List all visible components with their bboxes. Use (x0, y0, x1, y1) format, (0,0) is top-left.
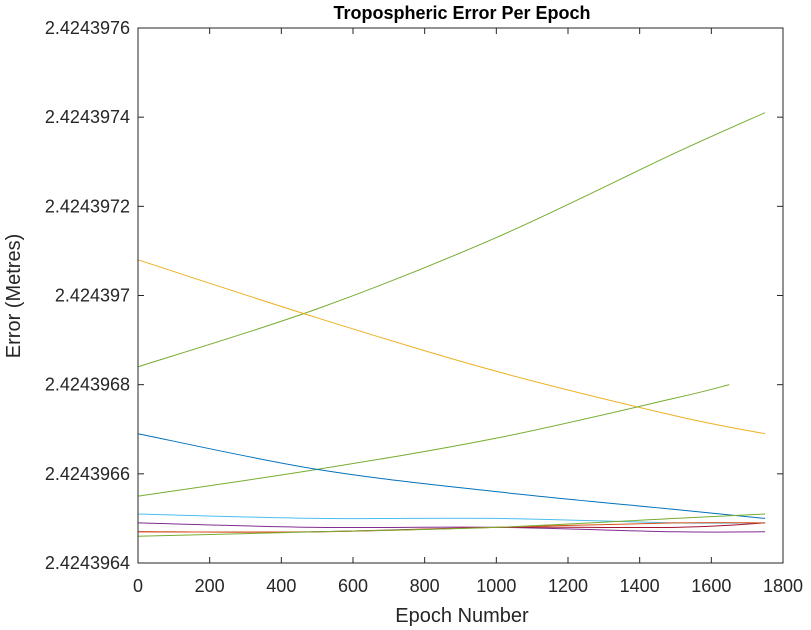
y-axis-label: Error (Metres) (3, 234, 25, 358)
y-tick-label: 2.424397 (55, 286, 130, 306)
x-tick-label: 1000 (476, 576, 516, 596)
y-tick-label: 2.4243976 (45, 18, 130, 38)
series-line-4 (137, 433, 766, 519)
x-tick-label: 1200 (548, 576, 588, 596)
x-tick-label: 1600 (691, 576, 731, 596)
series-line-1 (137, 112, 766, 368)
series-line-9 (137, 513, 766, 537)
chart-title: Tropospheric Error Per Epoch (333, 3, 590, 23)
x-tick-label: 200 (195, 576, 225, 596)
plot-lines (137, 112, 766, 537)
x-tick-label: 600 (338, 576, 368, 596)
series-line-2 (137, 259, 766, 435)
x-tick-label: 1800 (763, 576, 803, 596)
series-line-3 (137, 384, 730, 497)
y-axis-ticks: 2.4243964 2.4243966 2.4243968 2.424397 2.424… (45, 18, 783, 573)
x-axis-label: Epoch Number (395, 605, 529, 627)
x-tick-label: 800 (410, 576, 440, 596)
y-tick-label: 2.4243974 (45, 107, 130, 127)
x-tick-label: 1400 (620, 576, 660, 596)
x-tick-label: 0 (133, 576, 143, 596)
plot-area-frame (137, 27, 784, 564)
y-tick-label: 2.4243972 (45, 196, 130, 216)
x-axis-ticks: 0 200 400 600 800 1000 1200 1400 1600 1800 (133, 28, 803, 596)
x-tick-label: 400 (266, 576, 296, 596)
y-tick-label: 2.4243968 (45, 375, 130, 395)
y-tick-label: 2.4243964 (45, 553, 130, 573)
y-tick-label: 2.4243966 (45, 464, 130, 484)
